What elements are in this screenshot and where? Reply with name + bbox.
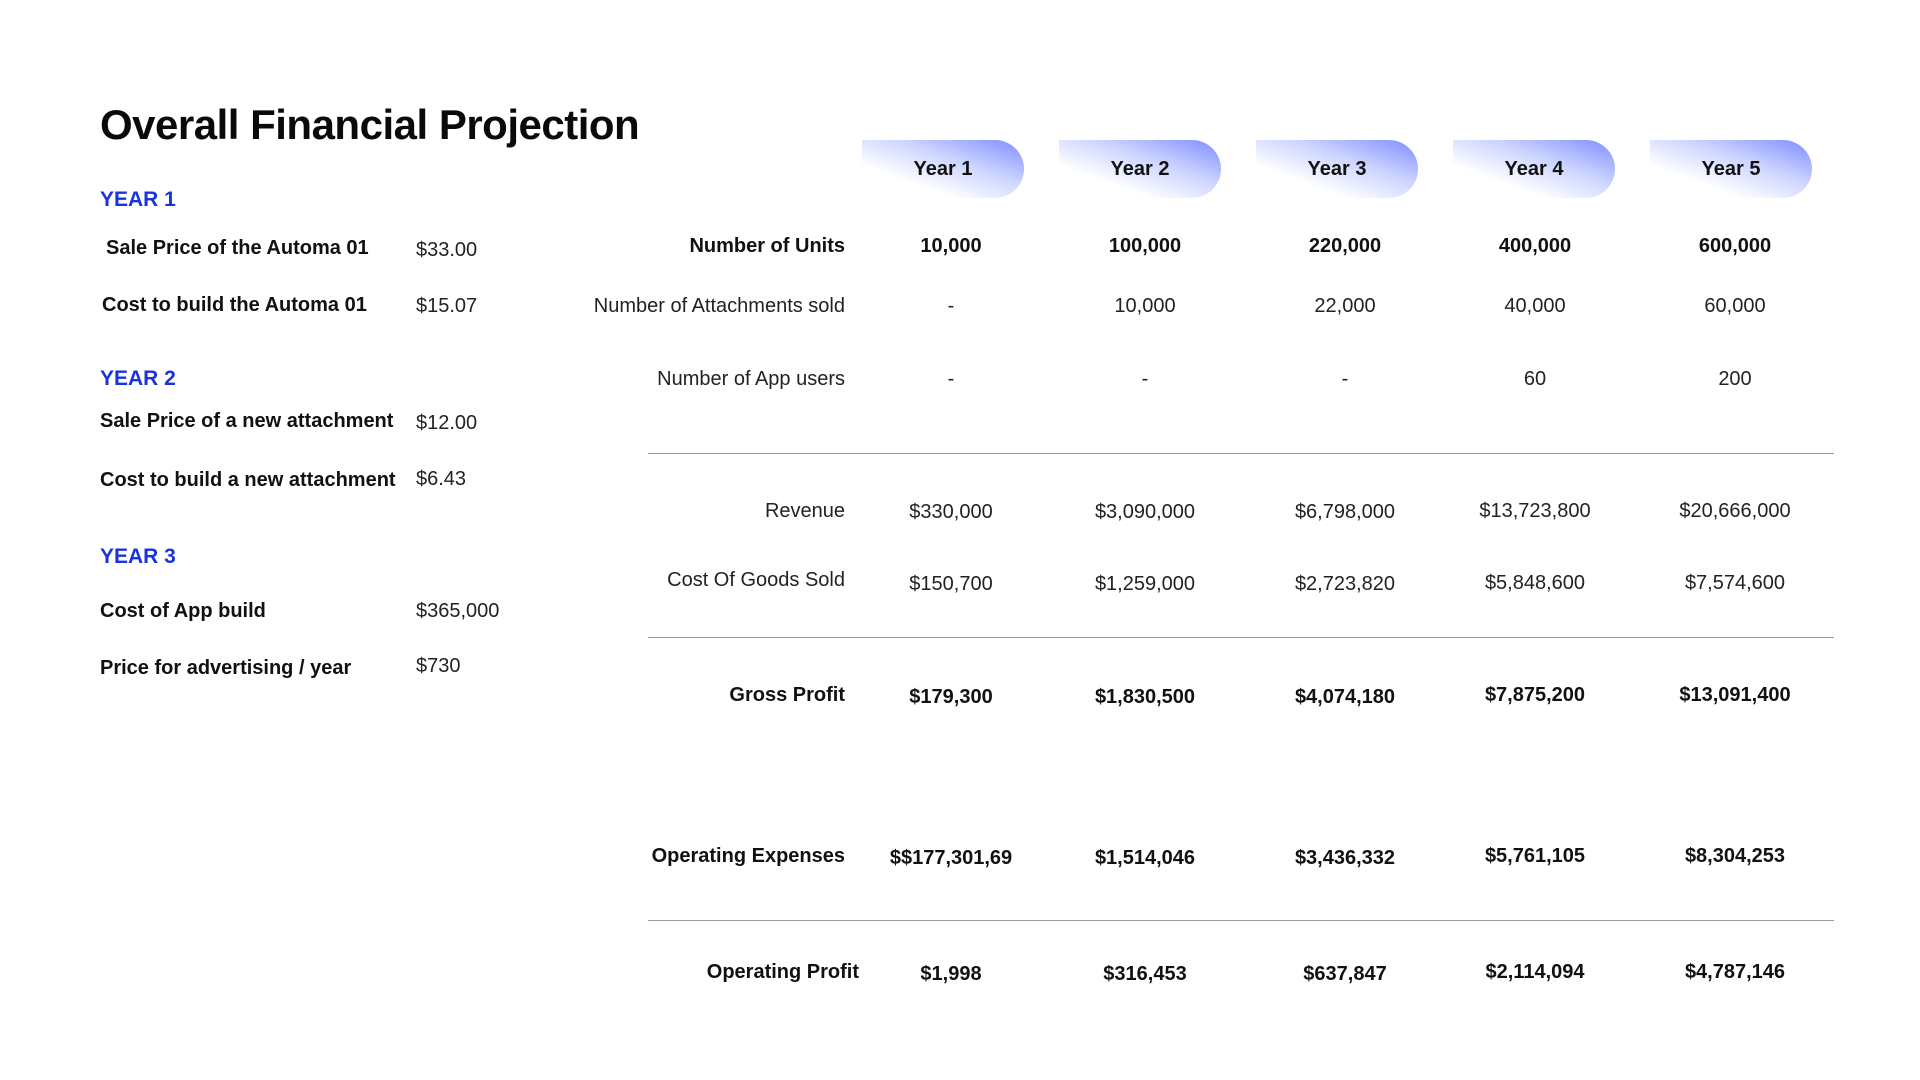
table-cell: $7,875,200: [1484, 684, 1586, 706]
table-cell: $179,300: [909, 686, 993, 708]
table-cell: $4,074,180: [1294, 686, 1396, 708]
table-divider: [648, 637, 1834, 638]
year-header-pill: Year 1: [862, 140, 1024, 198]
table-cell: $6,798,000: [1294, 501, 1396, 523]
table-cell: $150,700: [909, 573, 993, 595]
row-label-gross-profit: Gross Profit: [729, 684, 845, 706]
table-cell: 100,000: [1108, 235, 1182, 257]
row-label-operating-expenses: Operating Expenses: [651, 845, 845, 867]
table-cell: $3,090,000: [1094, 501, 1196, 523]
table-cell: $3,436,332: [1294, 847, 1396, 869]
table-cell: $8,304,253: [1684, 845, 1786, 867]
section-heading-year-1: YEAR 1: [100, 188, 176, 211]
row-label-number-of-units: Number of Units: [689, 235, 845, 257]
param-label: Sale Price of the Automa 01: [106, 237, 369, 259]
table-cell: 60,000: [1704, 295, 1766, 317]
table-cell: 22,000: [1314, 295, 1376, 317]
table-cell: $7,574,600: [1684, 572, 1786, 594]
param-label: Cost to build the Automa 01: [102, 294, 367, 316]
table-cell: $1,998: [920, 963, 982, 985]
table-cell: 60: [1523, 368, 1547, 390]
param-value: $6.43: [416, 468, 467, 490]
param-label: Cost of App build: [100, 600, 266, 622]
param-value: $730: [416, 655, 461, 677]
table-cell: -: [947, 368, 955, 390]
row-label-revenue: Revenue: [764, 500, 845, 522]
section-heading-year-2: YEAR 2: [100, 367, 176, 390]
table-cell: 220,000: [1308, 235, 1382, 257]
table-cell: $2,723,820: [1294, 573, 1396, 595]
table-cell: $1,830,500: [1094, 686, 1196, 708]
table-cell: $2,114,094: [1485, 961, 1585, 983]
table-cell: $5,761,105: [1484, 845, 1586, 867]
table-cell: $13,091,400: [1679, 684, 1791, 706]
table-cell: -: [947, 295, 955, 317]
page-title: Overall Financial Projection: [100, 101, 640, 148]
table-cell: $1,259,000: [1094, 573, 1196, 595]
table-cell: 10,000: [1114, 295, 1176, 317]
param-label: Price for advertising / year: [100, 657, 352, 679]
table-cell: $330,000: [909, 501, 993, 523]
table-cell: $$177,301,69: [889, 847, 1013, 869]
table-divider: [648, 920, 1834, 921]
table-cell: $1,514,046: [1094, 847, 1196, 869]
year-header-label: Year 4: [1504, 157, 1564, 180]
table-cell: $4,787,146: [1684, 961, 1786, 983]
section-heading-year-3: YEAR 3: [100, 545, 176, 568]
table-cell: $20,666,000: [1679, 500, 1791, 522]
table-cell: $637,847: [1303, 963, 1387, 985]
year-header-pill: Year 2: [1059, 140, 1221, 198]
table-cell: $13,723,800: [1479, 500, 1591, 522]
table-cell: -: [1341, 368, 1349, 390]
year-header-pill: Year 4: [1453, 140, 1615, 198]
year-header-label: Year 3: [1307, 157, 1367, 180]
year-header-label: Year 1: [913, 157, 973, 180]
row-label-operating-profit: Operating Profit: [706, 961, 859, 983]
param-label: Cost to build a new attachment: [100, 469, 396, 491]
table-cell: 600,000: [1698, 235, 1772, 257]
param-value: $15.07: [416, 295, 478, 317]
table-cell: $316,453: [1103, 963, 1187, 985]
row-label-attachments-sold: Number of Attachments sold: [593, 295, 845, 317]
param-value: $33.00: [416, 239, 478, 261]
param-value: $12.00: [416, 412, 478, 434]
table-cell: -: [1141, 368, 1149, 390]
year-header-pill: Year 5: [1650, 140, 1812, 198]
table-cell: 40,000: [1504, 295, 1566, 317]
year-header-pill: Year 3: [1256, 140, 1418, 198]
param-label: Sale Price of a new attachment: [100, 410, 394, 432]
table-cell: 200: [1718, 368, 1752, 390]
table-cell: 400,000: [1498, 235, 1572, 257]
table-cell: $5,848,600: [1484, 572, 1586, 594]
table-divider: [648, 453, 1834, 454]
param-value: $365,000: [416, 600, 500, 622]
row-label-app-users: Number of App users: [657, 368, 845, 390]
table-cell: 10,000: [920, 235, 982, 257]
year-header-label: Year 5: [1701, 157, 1761, 180]
row-label-cogs: Cost Of Goods Sold: [667, 569, 845, 591]
year-header-label: Year 2: [1110, 157, 1170, 180]
